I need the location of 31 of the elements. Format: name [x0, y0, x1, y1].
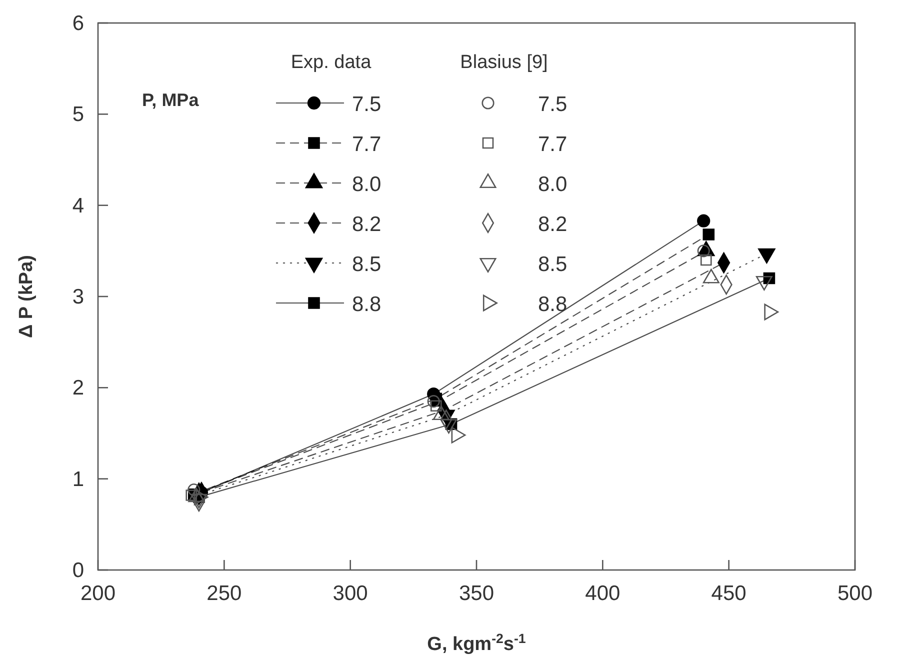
legend-label: 8.2	[352, 213, 382, 236]
legend-label: 8.5	[538, 253, 568, 276]
legend-label: 7.7	[352, 133, 382, 156]
y-axis-title: Δ P (kPa)	[16, 254, 37, 338]
legend-title: P, MPa	[142, 90, 200, 110]
x-tick-label: 400	[585, 582, 620, 605]
legend-label: 7.7	[538, 133, 568, 156]
y-tick-label: 0	[72, 559, 84, 582]
annotation: Exp. data	[290, 52, 372, 73]
y-tick-label: 4	[72, 194, 84, 218]
x-tick-label: 350	[458, 582, 494, 605]
y-tick-label: 6	[72, 12, 84, 35]
y-tick-label: 1	[72, 468, 84, 491]
x-tick-label: 300	[332, 582, 368, 605]
legend-label: 8.8	[538, 293, 568, 316]
x-tick-label: 500	[837, 582, 873, 605]
x-tick-label: 200	[80, 582, 116, 605]
x-tick-label: 450	[711, 582, 746, 605]
legend-label: 8.2	[538, 213, 568, 236]
legend-label: 7.5	[352, 93, 382, 116]
legend-label: 8.5	[352, 253, 382, 276]
y-tick-label: 3	[72, 286, 84, 308]
annotation: Blasius [9]	[460, 52, 548, 73]
y-tick-label: 2	[72, 376, 84, 400]
y-tick-label: 5	[72, 103, 84, 126]
legend-label: 8.0	[538, 173, 568, 196]
x-axis-title: G, kgm$^{-2}$s$^{-1}$	[427, 630, 526, 655]
legend-label: 7.5	[538, 93, 568, 116]
legend-label: 8.0	[352, 173, 382, 196]
x-tick-label: 250	[206, 582, 242, 605]
legend-label: 8.8	[352, 293, 382, 316]
